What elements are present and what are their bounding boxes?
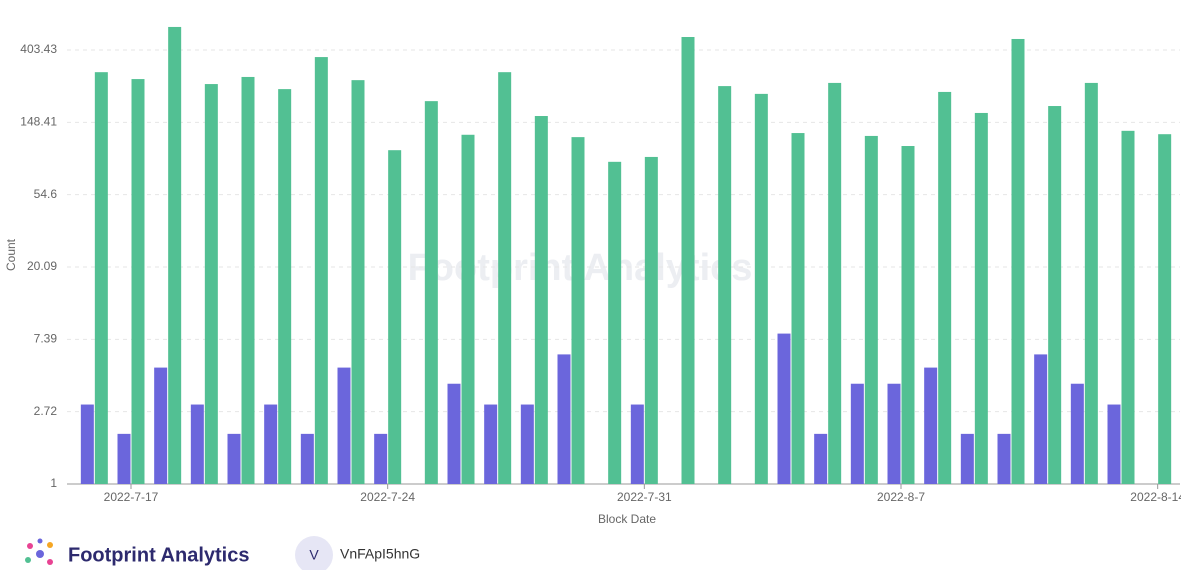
bar xyxy=(227,433,241,484)
bar xyxy=(168,26,182,484)
x-tick-label: 2022-8-7 xyxy=(877,490,925,504)
bar xyxy=(974,112,988,485)
bar xyxy=(117,433,131,484)
bar xyxy=(154,367,168,484)
bar xyxy=(484,404,498,484)
bar xyxy=(1011,38,1025,484)
bar xyxy=(314,57,328,485)
bar xyxy=(887,383,901,484)
bar xyxy=(557,354,571,484)
bar xyxy=(997,433,1011,484)
x-tick-label: 2022-7-17 xyxy=(104,490,159,504)
bar xyxy=(1070,383,1084,484)
y-tick-label: 7.39 xyxy=(34,332,58,346)
bar xyxy=(204,84,218,484)
bar xyxy=(681,37,695,485)
bar xyxy=(447,383,461,484)
x-axis-label: Block Date xyxy=(598,512,656,526)
x-tick-label: 2022-7-24 xyxy=(360,490,415,504)
bar xyxy=(461,134,475,484)
bar xyxy=(791,133,805,484)
bar xyxy=(630,404,644,484)
bar xyxy=(351,80,365,484)
bar xyxy=(1048,106,1062,485)
bar xyxy=(534,116,548,484)
bar xyxy=(264,404,278,484)
bar xyxy=(388,150,402,485)
bar xyxy=(498,72,512,484)
bar xyxy=(850,383,864,484)
bar xyxy=(777,333,791,484)
bar xyxy=(1084,82,1098,484)
bar xyxy=(718,86,732,485)
bar xyxy=(241,76,255,484)
footer-logo xyxy=(25,538,53,565)
plot: 2022-7-17 2022-7-24 2022-7-31 2022-8-7 2022-… xyxy=(80,26,1185,504)
bar xyxy=(924,367,938,484)
bar xyxy=(864,135,878,484)
bar xyxy=(960,433,974,484)
bar xyxy=(608,161,622,484)
bar xyxy=(814,433,828,484)
bar xyxy=(424,101,438,484)
y-tick-label: 54.6 xyxy=(34,187,58,201)
y-tick-label: 148.41 xyxy=(20,115,57,129)
avatar-circle xyxy=(295,536,333,574)
bar xyxy=(1034,354,1048,484)
bar xyxy=(571,137,585,485)
bar xyxy=(94,72,108,484)
bar xyxy=(1158,134,1172,485)
x-tick-label: 2022-8-14 xyxy=(1130,490,1185,504)
x-tick-label: 2022-7-31 xyxy=(617,490,672,504)
bar xyxy=(80,404,94,484)
y-tick-label: 1 xyxy=(50,476,57,490)
bar xyxy=(1107,404,1121,484)
bar xyxy=(901,146,915,484)
bar xyxy=(278,89,292,485)
bar xyxy=(300,433,314,484)
user-name[interactable]: VnFApI5hnG xyxy=(340,546,420,562)
bar xyxy=(520,404,534,484)
bar xyxy=(754,93,768,484)
bar xyxy=(374,433,388,484)
y-tick-label: 403.43 xyxy=(20,42,57,56)
bar xyxy=(131,79,145,485)
y-tick-label: 20.09 xyxy=(27,259,57,273)
y-axis-label: Count xyxy=(4,238,18,271)
bar xyxy=(1121,130,1135,484)
bar xyxy=(644,156,658,484)
bar xyxy=(938,91,952,485)
bar xyxy=(190,404,204,484)
avatar: V xyxy=(309,547,319,563)
bar xyxy=(337,367,351,484)
brand: Footprint Analytics xyxy=(68,544,249,566)
bar xyxy=(828,82,842,484)
y-tick-label: 2.72 xyxy=(34,404,58,418)
